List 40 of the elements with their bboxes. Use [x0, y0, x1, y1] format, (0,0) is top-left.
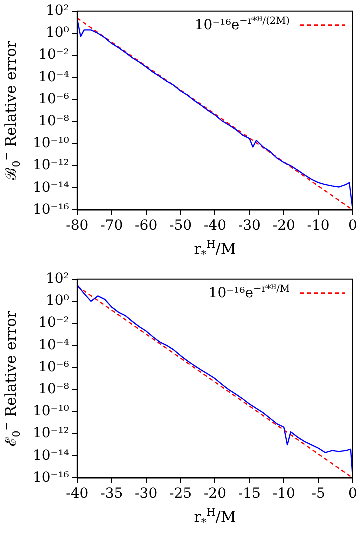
y-tick-label: 10⁻² — [38, 315, 70, 332]
x-tick-label: -30 — [238, 218, 261, 234]
y-tick-label: 10⁻⁸ — [38, 113, 70, 130]
x-tick-label: -40 — [204, 218, 226, 234]
x-tick-label: -5 — [312, 486, 326, 502]
y-axis-title: ℬ0− Relative error — [1, 40, 23, 181]
y-tick-label: 10⁻⁶ — [38, 91, 70, 108]
x-tick-label: -70 — [100, 218, 124, 234]
y-tick-label: 10⁻¹⁶ — [32, 470, 70, 486]
y-tick-label: 10⁻² — [38, 47, 70, 64]
x-tick-label: -10 — [307, 218, 330, 234]
y-tick-label: 10⁻¹⁰ — [32, 404, 70, 420]
x-tick-label: -40 — [66, 486, 89, 502]
y-tick-label: 10⁻⁴ — [38, 69, 70, 86]
y-tick-label: 10² — [46, 271, 70, 288]
y-tick-label: 10⁻⁴ — [38, 337, 70, 354]
y-tick-label: 10⁻¹² — [32, 158, 70, 174]
y-tick-label: 10⁻¹⁶ — [32, 202, 70, 218]
x-tick-label: -35 — [100, 486, 124, 502]
x-tick-label: -25 — [169, 486, 192, 502]
y-axis-title: ℰ0− Relative error — [1, 310, 23, 447]
x-tick-label: -20 — [272, 218, 296, 234]
y-tick-label: 10⁻¹⁰ — [32, 136, 70, 152]
x-tick-label: -20 — [204, 486, 226, 502]
y-tick-label: 10⁰ — [46, 25, 70, 42]
x-tick-label: 0 — [348, 486, 358, 502]
y-tick-label: 10⁻¹⁴ — [32, 448, 70, 464]
x-tick-label: -30 — [135, 486, 158, 502]
x-tick-label: -60 — [135, 218, 158, 234]
x-tick-label: -50 — [169, 218, 192, 234]
x-tick-label: 0 — [348, 218, 358, 234]
y-tick-label: 10⁻⁶ — [38, 359, 70, 376]
y-tick-label: 10² — [46, 3, 70, 20]
x-tick-label: -10 — [272, 486, 296, 502]
x-tick-label: -15 — [238, 486, 261, 502]
x-tick-label: -80 — [66, 218, 89, 234]
y-tick-label: 10⁻¹⁴ — [32, 180, 70, 196]
y-tick-label: 10⁻⁸ — [38, 381, 70, 398]
y-tick-label: 10⁻¹² — [32, 426, 70, 442]
y-tick-label: 10⁰ — [46, 293, 70, 310]
